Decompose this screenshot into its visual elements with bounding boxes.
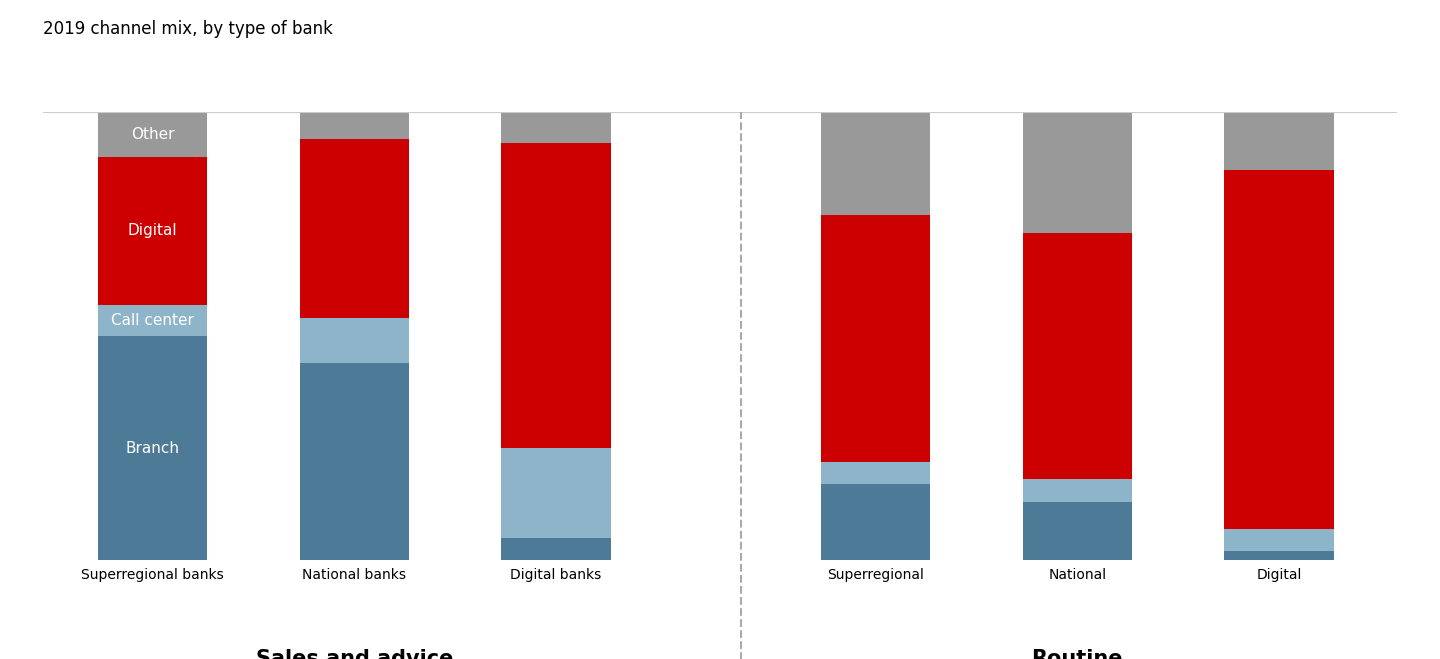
Bar <box>821 215 930 461</box>
Bar <box>501 144 611 448</box>
Bar <box>821 112 930 215</box>
Bar <box>501 448 611 538</box>
Bar <box>1224 170 1333 529</box>
Bar <box>1022 233 1132 480</box>
Text: Branch: Branch <box>125 441 180 455</box>
Bar <box>300 363 409 560</box>
Bar <box>821 461 930 484</box>
Text: Other: Other <box>131 127 174 142</box>
Bar <box>98 157 207 304</box>
Bar <box>1022 480 1132 502</box>
Bar <box>300 318 409 363</box>
Bar <box>1022 502 1132 560</box>
Bar <box>1022 112 1132 233</box>
Text: Digital: Digital <box>128 223 177 239</box>
Bar <box>501 538 611 560</box>
Bar <box>98 112 207 157</box>
Bar <box>98 336 207 560</box>
Bar <box>821 484 930 560</box>
Text: 2019 channel mix, by type of bank: 2019 channel mix, by type of bank <box>43 20 333 38</box>
Text: Routine: Routine <box>1031 648 1123 659</box>
Bar <box>300 139 409 318</box>
Text: Sales and advice: Sales and advice <box>255 648 454 659</box>
Bar <box>501 112 611 144</box>
Bar <box>98 304 207 336</box>
Text: Call center: Call center <box>111 313 194 328</box>
Bar <box>1224 112 1333 170</box>
Bar <box>1224 551 1333 560</box>
Bar <box>1224 529 1333 551</box>
Bar <box>300 112 409 139</box>
